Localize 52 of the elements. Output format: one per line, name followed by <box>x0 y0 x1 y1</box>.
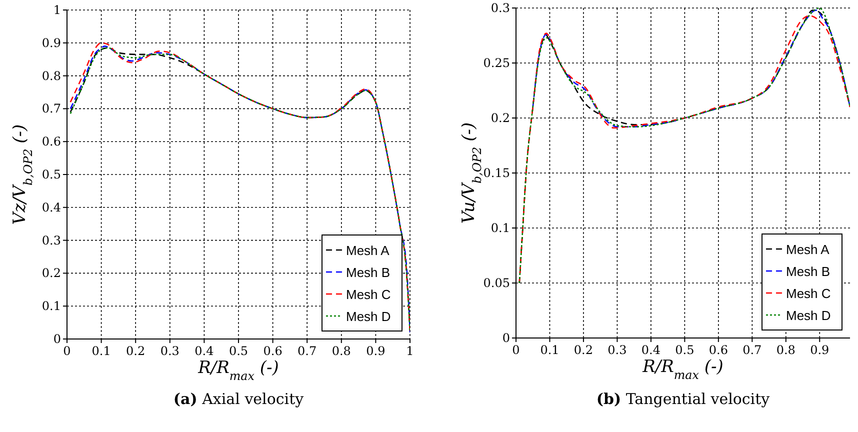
x-tick-label: 0.5 <box>675 343 694 357</box>
y-tick-label: 0.5 <box>42 168 61 182</box>
y-tick-label: 1 <box>53 3 61 17</box>
x-tick-label: 0.9 <box>366 344 386 358</box>
y-tick-label: 0.15 <box>483 166 510 180</box>
y-tick-label: 0 <box>502 331 510 345</box>
legend-label: Mesh C <box>346 287 391 302</box>
y-tick-label: 0.25 <box>483 56 510 70</box>
x-axis-title: R/R$_{max}$ (-) <box>642 357 724 382</box>
x-tick-label: 0 <box>63 344 71 358</box>
legend-label: Mesh A <box>786 242 830 257</box>
x-tick-label: 0.4 <box>194 344 214 358</box>
y-tick-label: 0.7 <box>42 102 61 116</box>
x-tick-label: 0.2 <box>574 343 594 357</box>
y-tick-label: 0 <box>53 332 61 346</box>
x-tick-label: 0.1 <box>92 344 111 358</box>
text: (a) Axial velocity <box>173 390 304 408</box>
y-tick-label: 0.1 <box>490 221 510 235</box>
y-tick-label: 0.2 <box>42 266 61 280</box>
y-tick-label: 0.9 <box>42 36 61 50</box>
x-tick-label: 0.7 <box>742 343 762 357</box>
legend-label: Mesh B <box>346 265 390 280</box>
x-tick-label: 0.6 <box>708 343 728 357</box>
x-tick-label: 0.4 <box>641 343 661 357</box>
x-tick-label: 0.3 <box>160 344 180 358</box>
x-tick-label: 0.6 <box>263 344 282 358</box>
x-tick-label: 0.3 <box>608 343 627 357</box>
y-tick-label: 0.8 <box>42 68 61 83</box>
x-tick-label: 0 <box>512 343 520 357</box>
text: (b) Tangential velocity <box>596 390 770 408</box>
legend-label: Mesh A <box>346 243 390 258</box>
y-tick-label: 0.05 <box>483 276 510 290</box>
x-axis-title: R/R$_{max}$ (-) <box>197 358 279 383</box>
legend-label: Mesh D <box>346 309 391 324</box>
y-tick-label: 0.2 <box>490 111 510 125</box>
legend-label: Mesh D <box>786 308 831 323</box>
y-tick-label: 0.4 <box>42 200 62 214</box>
y-tick-label: 0.3 <box>490 1 510 15</box>
legend-label: Mesh B <box>786 264 830 279</box>
legend-label: Mesh C <box>786 286 831 301</box>
x-tick-label: 0.9 <box>810 343 830 357</box>
x-tick-label: 0.8 <box>332 344 351 358</box>
x-tick-label: 0.5 <box>228 344 248 358</box>
x-tick-label: 0.2 <box>126 344 146 358</box>
x-tick-label: 0.7 <box>298 344 317 358</box>
line-series <box>532 10 850 128</box>
x-tick-label: 0.8 <box>776 343 796 357</box>
x-tick-label: 0.1 <box>540 343 560 357</box>
y-tick-label: 0.6 <box>42 134 61 149</box>
y-tick-label: 0.3 <box>42 233 61 248</box>
y-tick-label: 0.1 <box>42 299 61 314</box>
x-tick-label: 1 <box>406 344 414 358</box>
